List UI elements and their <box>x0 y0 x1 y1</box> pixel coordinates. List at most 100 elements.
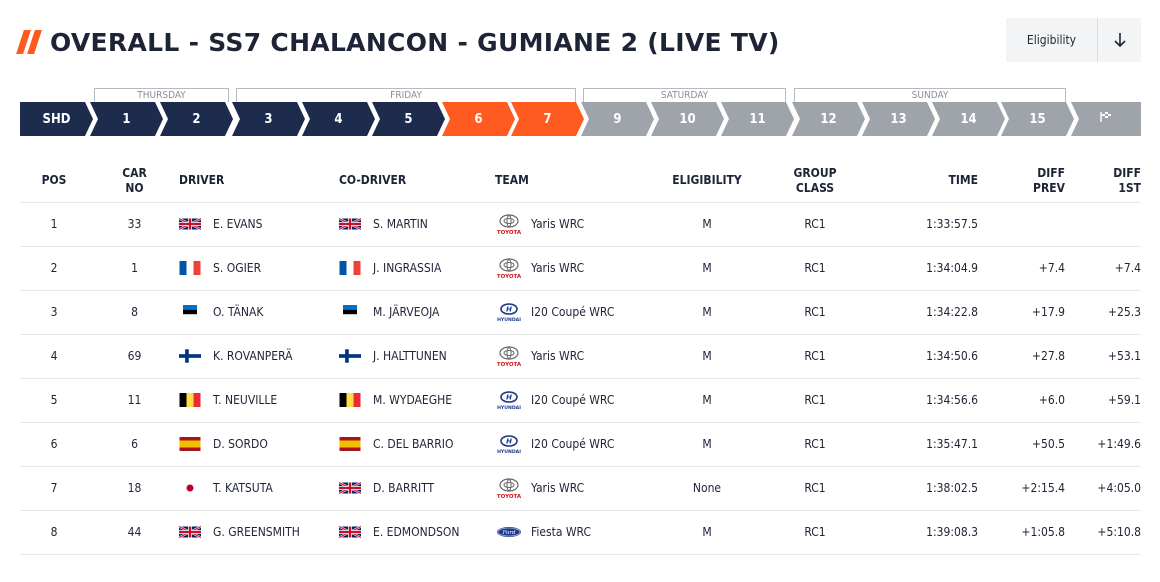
car-no-cell: 18 <box>90 466 179 511</box>
driver-cell[interactable]: O. TÄNAK <box>179 290 339 335</box>
col-time[interactable]: TIME <box>868 160 984 203</box>
svg-text:HYUNDAI: HYUNDAI <box>497 449 521 455</box>
stage-11[interactable]: 11 <box>721 102 794 136</box>
stage-15[interactable]: 15 <box>1001 102 1074 136</box>
col-codriver[interactable]: CO-DRIVER <box>339 160 495 203</box>
team-cell: Ford Fiesta WRC <box>495 510 652 555</box>
toyota-logo-icon: TOYOTA <box>495 257 523 280</box>
table-row[interactable]: 4 69 K. ROVANPERÄ J. HALTTUNEN TOYOTA Yaris W… <box>20 334 1141 379</box>
car-no-cell: 69 <box>90 334 179 379</box>
codriver-name[interactable]: M. JÄRVEOJA <box>373 305 440 319</box>
stage-10[interactable]: 10 <box>651 102 724 136</box>
col-pos[interactable]: POS <box>20 160 90 203</box>
stage-finish[interactable] <box>1071 102 1141 136</box>
codriver-cell[interactable]: E. EDMONDSON <box>339 510 495 555</box>
codriver-name[interactable]: C. DEL BARRIO <box>373 437 454 451</box>
driver-name[interactable]: G. GREENSMITH <box>213 525 300 539</box>
codriver-name[interactable]: D. BARRITT <box>373 481 435 495</box>
col-group-class[interactable]: GROUP CLASS <box>762 160 868 203</box>
eligibility-sort-button[interactable]: Eligibility <box>1006 18 1141 62</box>
driver-name[interactable]: K. ROVANPERÄ <box>213 349 293 363</box>
class-cell: RC1 <box>762 422 868 467</box>
stage-shd[interactable]: SHD <box>20 102 93 136</box>
diff-1st-cell: +5:10.8 <box>1079 510 1141 555</box>
page-title: OVERALL - SS7 CHALANCON - GUMIANE 2 (LIV… <box>50 27 780 57</box>
stage-3[interactable]: 3 <box>232 102 305 136</box>
driver-cell[interactable]: D. SORDO <box>179 422 339 467</box>
driver-name[interactable]: T. NEUVILLE <box>213 393 278 407</box>
driver-cell[interactable]: K. ROVANPERÄ <box>179 334 339 379</box>
col-diff-1st[interactable]: DIFF 1ST <box>1079 160 1141 203</box>
driver-name[interactable]: T. KATSUTA <box>213 481 273 495</box>
eligibility-cell: M <box>652 422 762 467</box>
team-name: I20 Coupé WRC <box>531 305 615 319</box>
svg-text:H: H <box>506 306 512 314</box>
driver-cell[interactable]: E. EVANS <box>179 202 339 247</box>
table-row[interactable]: 8 44 G. GREENSMITH E. EDMONDSON Ford Fiesta W… <box>20 510 1141 555</box>
codriver-cell[interactable]: M. JÄRVEOJA <box>339 290 495 335</box>
time-cell: 1:35:47.1 <box>868 422 984 467</box>
stage-9[interactable]: 9 <box>581 102 654 136</box>
table-row[interactable]: 6 6 D. SORDO C. DEL BARRIO H HYUNDAI I20 Coupé… <box>20 422 1141 467</box>
driver-cell[interactable]: S. OGIER <box>179 246 339 291</box>
spain-flag-icon <box>179 437 201 451</box>
codriver-cell[interactable]: J. HALTTUNEN <box>339 334 495 379</box>
stage-14[interactable]: 14 <box>932 102 1005 136</box>
codriver-name[interactable]: J. HALTTUNEN <box>373 349 447 363</box>
belgium-flag-icon <box>339 393 361 407</box>
driver-name[interactable]: S. OGIER <box>213 261 262 275</box>
car-no-cell: 1 <box>90 246 179 291</box>
eligibility-cell: M <box>652 378 762 423</box>
team-cell: H HYUNDAI I20 Coupé WRC <box>495 290 652 335</box>
stage-1[interactable]: 1 <box>90 102 163 136</box>
codriver-cell[interactable]: D. BARRITT <box>339 466 495 511</box>
codriver-name[interactable]: M. WYDAEGHE <box>373 393 453 407</box>
svg-text:TOYOTA: TOYOTA <box>497 230 522 235</box>
eligibility-cell: M <box>652 334 762 379</box>
driver-name[interactable]: D. SORDO <box>213 437 268 451</box>
table-row[interactable]: 7 18 T. KATSUTA D. BARRITT TOYOTA Yaris WRC No… <box>20 466 1141 511</box>
codriver-name[interactable]: S. MARTIN <box>373 217 428 231</box>
stage-navigation: SHD 1 2 3 4 5 6 7 9 10 11 12 13 14 15 <box>0 102 1160 136</box>
car-no-cell: 33 <box>90 202 179 247</box>
driver-cell[interactable]: T. NEUVILLE <box>179 378 339 423</box>
table-row[interactable]: 2 1 S. OGIER J. INGRASSIA TOYOTA Yaris WRC M RC… <box>20 246 1141 291</box>
team-cell: TOYOTA Yaris WRC <box>495 334 652 379</box>
table-row[interactable]: 3 8 O. TÄNAK M. JÄRVEOJA H HYUNDAI I20 Coupé W… <box>20 290 1141 335</box>
svg-text:TOYOTA: TOYOTA <box>497 274 522 279</box>
codriver-cell[interactable]: J. INGRASSIA <box>339 246 495 291</box>
stage-12[interactable]: 12 <box>792 102 865 136</box>
col-diff-prev[interactable]: DIFF PREV <box>984 160 1079 203</box>
diff-1st-cell: +59.1 <box>1079 378 1141 423</box>
team-name: Fiesta WRC <box>531 525 591 539</box>
diff-prev-cell: +2:15.4 <box>984 466 1079 511</box>
stage-2[interactable]: 2 <box>160 102 233 136</box>
finish-flag-icon <box>1099 111 1113 127</box>
table-row[interactable]: 5 11 T. NEUVILLE M. WYDAEGHE H HYUNDAI I20 Cou… <box>20 378 1141 423</box>
codriver-cell[interactable]: S. MARTIN <box>339 202 495 247</box>
codriver-cell[interactable]: M. WYDAEGHE <box>339 378 495 423</box>
col-eligibility[interactable]: ELIGIBILITY <box>652 160 762 203</box>
ford-logo-icon: Ford <box>495 521 523 543</box>
driver-name[interactable]: E. EVANS <box>213 217 263 231</box>
eligibility-cell: M <box>652 510 762 555</box>
codriver-cell[interactable]: C. DEL BARRIO <box>339 422 495 467</box>
finland-flag-icon <box>179 349 201 363</box>
driver-name[interactable]: O. TÄNAK <box>213 305 264 319</box>
time-cell: 1:34:50.6 <box>868 334 984 379</box>
col-team[interactable]: TEAM <box>495 160 652 203</box>
stage-5[interactable]: 5 <box>372 102 445 136</box>
codriver-name[interactable]: J. INGRASSIA <box>373 261 442 275</box>
driver-cell[interactable]: G. GREENSMITH <box>179 510 339 555</box>
stage-13[interactable]: 13 <box>862 102 935 136</box>
driver-cell[interactable]: T. KATSUTA <box>179 466 339 511</box>
stage-7[interactable]: 7 <box>511 102 584 136</box>
codriver-name[interactable]: E. EDMONDSON <box>373 525 460 539</box>
col-driver[interactable]: DRIVER <box>179 160 339 203</box>
table-row[interactable]: 1 33 E. EVANS S. MARTIN TOYOTA Yaris WRC M RC1 1… <box>20 202 1141 247</box>
pos-cell: 7 <box>20 466 90 511</box>
col-car-no[interactable]: CAR NO <box>90 160 179 203</box>
stage-6[interactable]: 6 <box>442 102 515 136</box>
eligibility-cell: M <box>652 202 762 247</box>
stage-4[interactable]: 4 <box>302 102 375 136</box>
